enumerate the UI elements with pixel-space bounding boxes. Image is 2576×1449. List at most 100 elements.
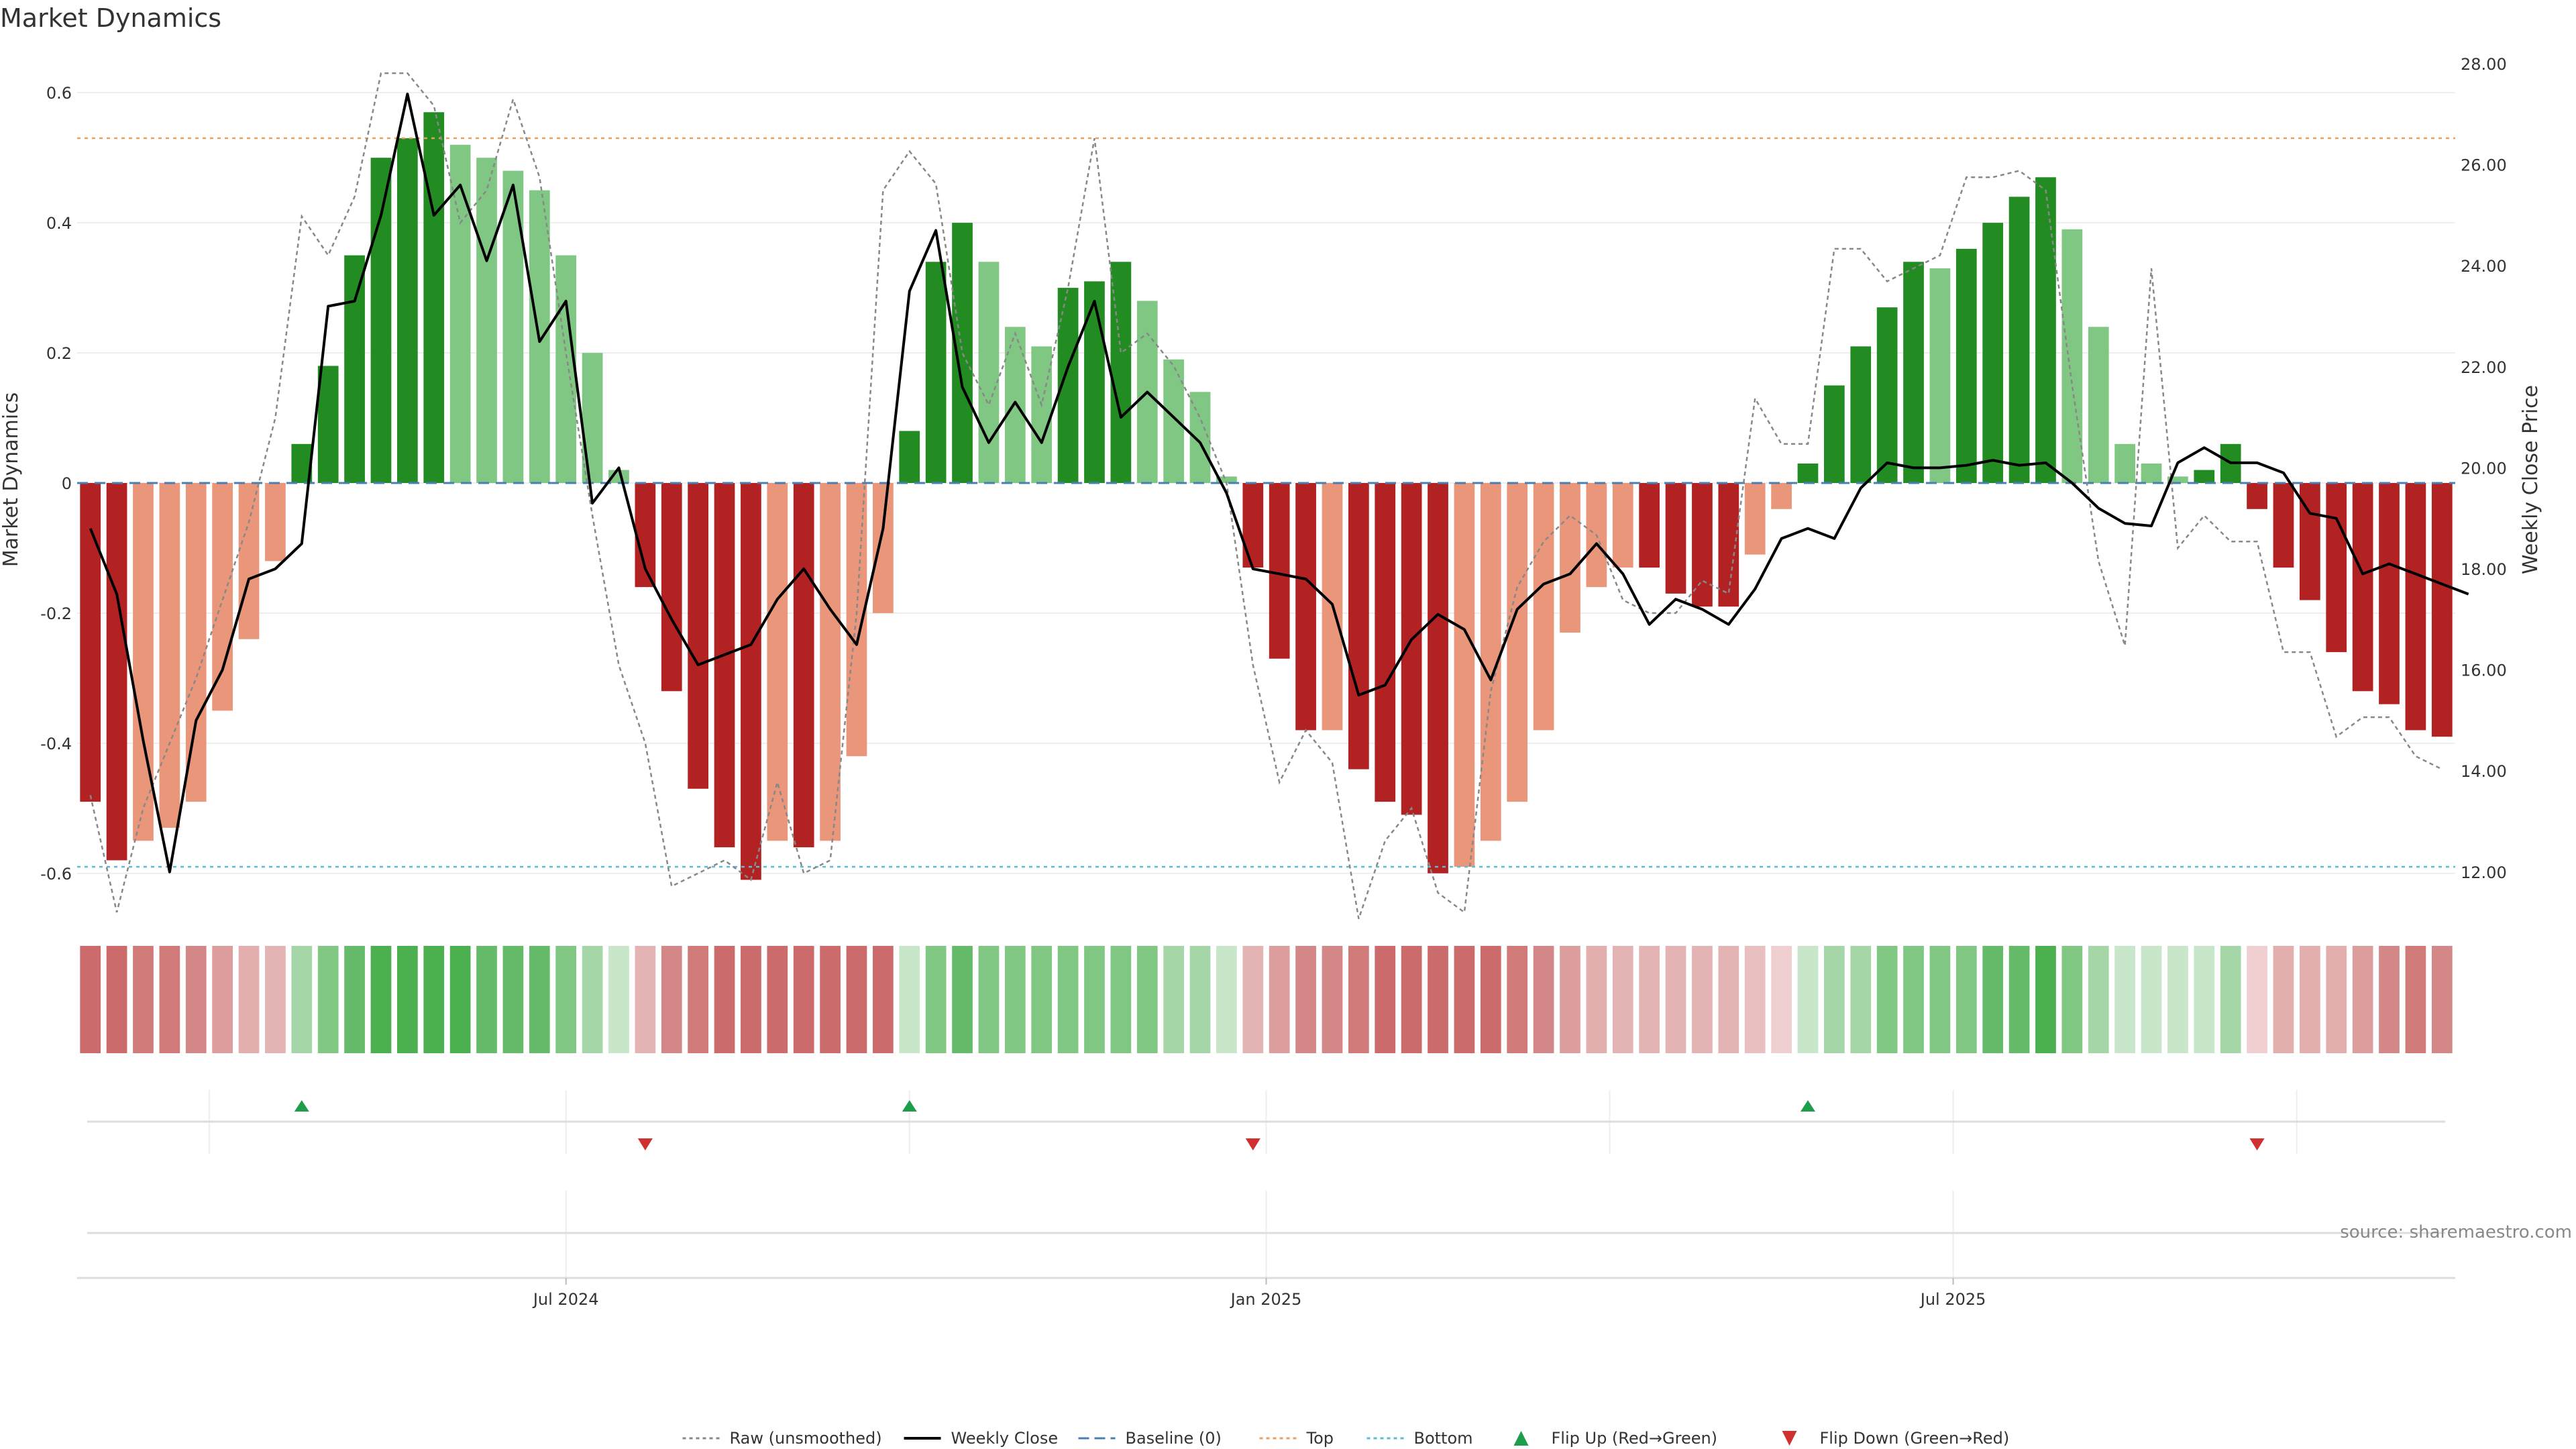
momentum-bar <box>2114 443 2136 483</box>
strip-cell <box>1955 946 1977 1053</box>
flip-down-marker <box>637 1138 653 1150</box>
strip-cell <box>925 946 947 1053</box>
strip-cell <box>106 946 127 1053</box>
momentum-bar <box>212 483 233 711</box>
momentum-bar <box>265 483 286 561</box>
momentum-bar <box>185 483 207 802</box>
strip-cell <box>159 946 180 1053</box>
strip-cell <box>133 946 154 1053</box>
momentum-bar <box>1823 385 1845 483</box>
y-tick-label: 0 <box>62 474 72 493</box>
x-axis: Jul 2024 Jan 2025 Jul 2025 <box>77 1191 2455 1309</box>
momentum-bar <box>899 431 920 483</box>
strip-cell <box>344 946 365 1053</box>
legend-label: Baseline (0) <box>1126 1429 1222 1448</box>
strip-cell <box>2061 946 2083 1053</box>
flip-up-marker <box>1800 1100 1815 1112</box>
momentum-bar <box>317 366 339 483</box>
strip-cell <box>2194 946 2215 1053</box>
momentum-bar <box>2035 177 2056 483</box>
momentum-bar <box>1507 483 1528 802</box>
x-tick-label: Jan 2025 <box>1230 1290 1302 1309</box>
strip-cell <box>688 946 709 1053</box>
strip-cell <box>2088 946 2109 1053</box>
momentum-bar <box>1718 483 1739 607</box>
momentum-bar <box>1533 483 1554 731</box>
strip-cell <box>265 946 286 1053</box>
momentum-bar <box>2379 483 2400 704</box>
y2-tick-label: 12.00 <box>2461 863 2507 882</box>
momentum-bar <box>2273 483 2294 568</box>
legend-label: Top <box>1306 1429 1334 1448</box>
momentum-bar <box>793 483 814 848</box>
momentum-bar <box>1401 483 1422 815</box>
strip-cell <box>291 946 313 1053</box>
strip-cell <box>1242 946 1264 1053</box>
y2-axis-title: Weekly Close Price <box>2519 385 2542 574</box>
strip-cell <box>1031 946 1053 1053</box>
strip-cell <box>741 946 761 1053</box>
momentum-bar <box>1348 483 1369 769</box>
legend-item: Top <box>1259 1429 1334 1448</box>
strip-cell <box>1665 946 1686 1053</box>
momentum-bar <box>872 483 894 613</box>
strip-cell <box>1322 946 1343 1053</box>
strip-cell <box>1189 946 1211 1053</box>
momentum-bar <box>1004 327 1026 483</box>
flip-markers-panel <box>87 1090 2445 1154</box>
y-tick-label: -0.2 <box>40 604 72 623</box>
flip-down-marker <box>1245 1138 1260 1150</box>
momentum-bar <box>1269 483 1290 659</box>
threshold-lines <box>77 137 2455 868</box>
momentum-bar <box>1242 483 1264 568</box>
strip-cell <box>1480 946 1501 1053</box>
legend-label: Raw (unsmoothed) <box>730 1429 882 1448</box>
momentum-bar <box>370 158 392 483</box>
y2-tick-label: 16.00 <box>2461 661 2507 680</box>
momentum-bar <box>1876 307 1898 483</box>
legend-item: Weekly Close <box>904 1429 1058 1448</box>
momentum-bar <box>661 483 682 692</box>
momentum-bar <box>2326 483 2347 653</box>
y2-tick-label: 26.00 <box>2461 156 2507 175</box>
strip-cell <box>1903 946 1924 1053</box>
legend-item: Raw (unsmoothed) <box>682 1429 882 1448</box>
strip-cell <box>714 946 735 1053</box>
strip-cell <box>2035 946 2056 1053</box>
y2-tick-label: 28.00 <box>2461 55 2507 74</box>
strip-cell <box>1533 946 1554 1053</box>
strip-cell <box>872 946 894 1053</box>
momentum-bar <box>2431 483 2453 737</box>
strip-cell <box>899 946 920 1053</box>
strip-cell <box>449 946 471 1053</box>
strip-cell <box>1136 946 1158 1053</box>
momentum-bar <box>1454 483 1475 867</box>
y-tick-label: -0.6 <box>40 865 72 883</box>
strip-cell <box>1348 946 1369 1053</box>
strip-cell <box>793 946 814 1053</box>
momentum-bar <box>1163 359 1185 483</box>
strip-cell <box>1401 946 1422 1053</box>
legend-item: Flip Up (Red→Green) <box>1513 1429 1717 1448</box>
momentum-bar <box>1929 268 1951 483</box>
series-lines <box>89 72 2469 920</box>
momentum-bar <box>1744 483 1766 555</box>
source-credit: source: sharemaestro.com <box>2340 1222 2572 1242</box>
strip-cell <box>820 946 841 1053</box>
y-tick-label: 0.4 <box>46 214 72 233</box>
strip-cell <box>635 946 656 1053</box>
momentum-heat-strip <box>80 946 2453 1053</box>
momentum-bar <box>2167 476 2188 483</box>
momentum-bar <box>741 483 761 880</box>
strip-cell <box>1428 946 1448 1053</box>
momentum-bar <box>2194 470 2215 483</box>
strip-cell <box>1110 946 1132 1053</box>
strip-cell <box>2167 946 2188 1053</box>
momentum-bar <box>555 255 577 483</box>
momentum-bar <box>133 483 154 841</box>
legend-item: Flip Down (Green→Red) <box>1782 1429 2009 1448</box>
strip-cell <box>396 946 418 1053</box>
momentum-bar <box>1375 483 1396 802</box>
strip-cell <box>1982 946 2004 1053</box>
